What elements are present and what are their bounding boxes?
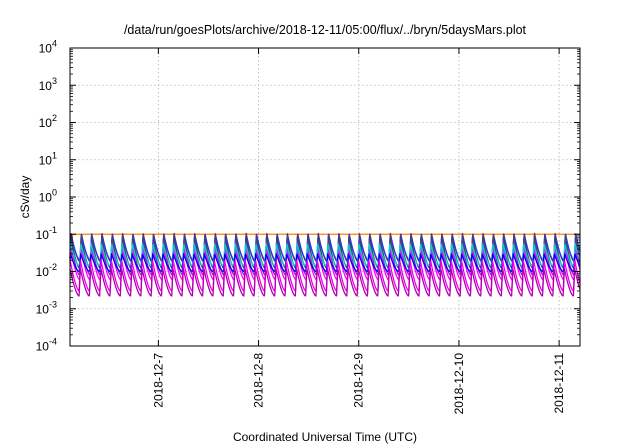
y-axis-label: cSv/day: [18, 176, 32, 219]
series-line: [69, 233, 581, 261]
series-line: [69, 243, 581, 267]
series-line: [69, 246, 581, 281]
series-line: [69, 253, 581, 273]
series-line: [69, 259, 581, 292]
chart-title: /data/run/goesPlots/archive/2018-12-11/0…: [124, 23, 527, 37]
y-tick-label: 102: [39, 113, 57, 130]
x-tick-label: 2018-12-7: [151, 353, 165, 408]
series-layer: [69, 232, 581, 297]
y-tick-label: 10-2: [36, 262, 57, 279]
x-axis-label: Coordinated Universal Time (UTC): [233, 430, 417, 444]
ticks: [70, 47, 580, 347]
y-tick-label: 10-4: [36, 337, 57, 354]
y-tick-labels: 10-4 10-3 10-2 10-1 100 101 102 103 104: [36, 39, 57, 354]
y-tick-label: 10-1: [36, 225, 57, 242]
y-tick-label: 100: [39, 188, 57, 205]
x-tick-label: 2018-12-11: [552, 353, 566, 414]
x-tick-label: 2018-12-8: [252, 353, 266, 408]
y-tick-label: 101: [39, 150, 57, 167]
x-tick-label: 2018-12-9: [352, 353, 366, 408]
series-line: [69, 267, 581, 297]
x-tick-label: 2018-12-10: [452, 353, 466, 415]
y-tick-label: 103: [39, 76, 57, 93]
y-tick-label: 104: [39, 39, 57, 56]
x-tick-labels: 2018-12-7 2018-12-8 2018-12-9 2018-12-10 201…: [151, 353, 566, 415]
y-tick-label: 10-3: [36, 299, 57, 316]
grid: [70, 48, 580, 346]
